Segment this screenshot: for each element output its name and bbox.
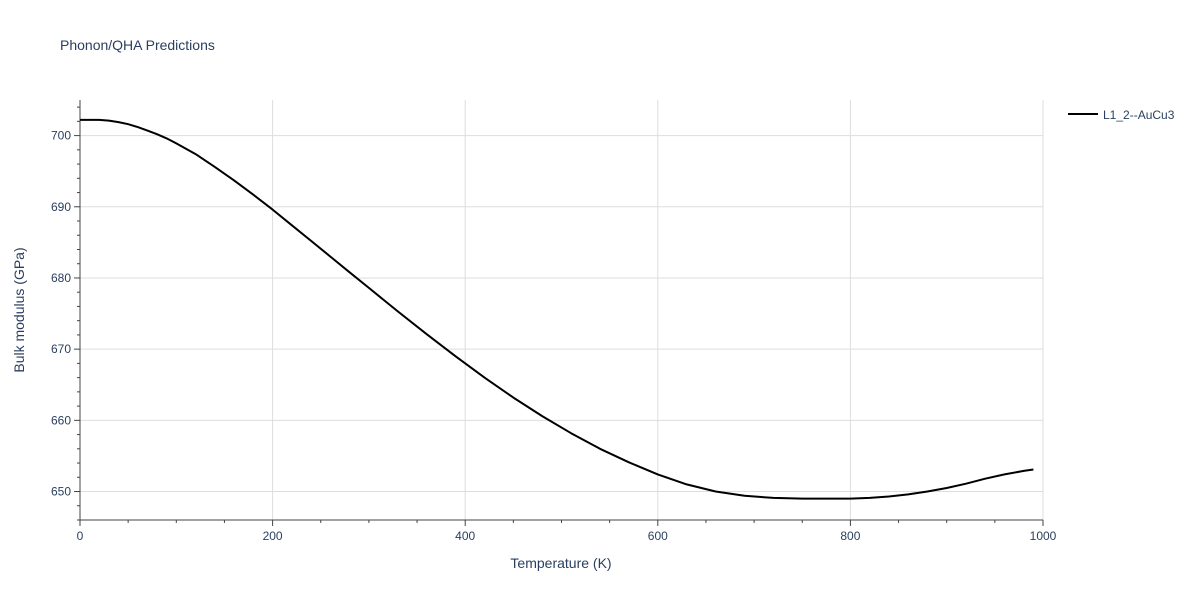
x-axis-title: Temperature (K) bbox=[510, 555, 611, 571]
plot-series bbox=[80, 118, 1034, 500]
grid bbox=[80, 100, 1044, 520]
x-axis: 0 200 400 600 800 1000 bbox=[77, 519, 1057, 543]
x-tick-label: 400 bbox=[455, 529, 475, 543]
y-axis: 650 660 670 680 690 700 bbox=[51, 100, 81, 521]
legend-label: L1_2--AuCu3 bbox=[1103, 108, 1175, 122]
y-tick-label: 650 bbox=[51, 485, 71, 499]
y-axis-title: Bulk modulus (GPa) bbox=[11, 247, 27, 372]
y-tick-label: 670 bbox=[51, 342, 71, 356]
chart-title: Phonon/QHA Predictions bbox=[60, 37, 215, 53]
x-tick-label: 1000 bbox=[1030, 529, 1057, 543]
y-tick-label: 690 bbox=[51, 200, 71, 214]
x-tick-label: 200 bbox=[263, 529, 283, 543]
x-tick-label: 800 bbox=[840, 529, 860, 543]
y-tick-label: 660 bbox=[51, 413, 71, 427]
x-tick-label: 0 bbox=[77, 529, 84, 543]
y-tick-label: 700 bbox=[51, 129, 71, 143]
x-tick-label: 600 bbox=[648, 529, 668, 543]
y-tick-label: 680 bbox=[51, 271, 71, 285]
series-line bbox=[80, 118, 1034, 500]
legend[interactable]: L1_2--AuCu3 bbox=[1068, 108, 1175, 122]
